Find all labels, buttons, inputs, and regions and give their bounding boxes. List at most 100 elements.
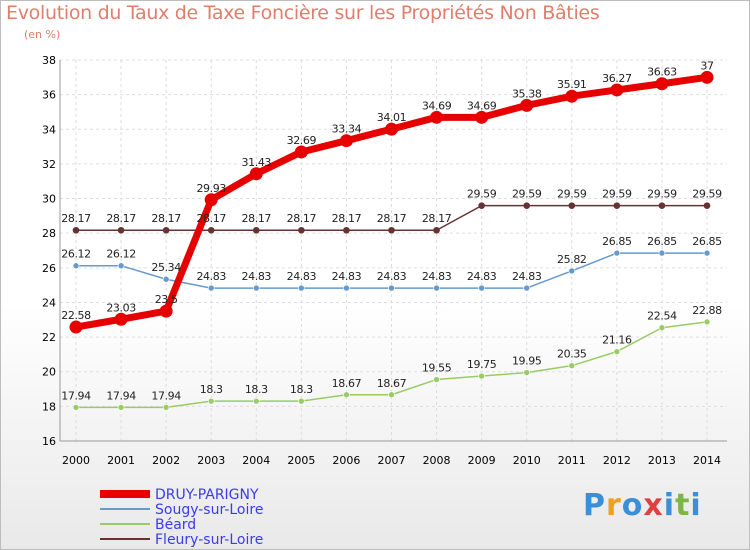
point-series-1 — [388, 284, 395, 292]
point-druy-parigny — [159, 304, 173, 318]
x-tick-label: 2009 — [468, 454, 496, 467]
point-series-2 — [433, 376, 440, 383]
point-series-3 — [658, 202, 666, 209]
point-series-3 — [207, 226, 215, 234]
data-label: 24.83 — [512, 270, 542, 283]
chart-title: Evolution du Taux de Taxe Foncière sur l… — [6, 2, 600, 24]
data-label: 28.17 — [106, 212, 136, 225]
data-label: 29.59 — [602, 188, 632, 201]
legend: DRUY-PARIGNYSougy-sur-LoireBéardFleury-s… — [100, 487, 263, 548]
data-label: 28.17 — [151, 212, 181, 225]
logo-letter: t — [675, 488, 691, 523]
data-label: 24.83 — [377, 270, 407, 283]
logo-letter: i — [690, 488, 702, 523]
data-label: 29.59 — [692, 188, 722, 201]
data-label: 29.59 — [467, 188, 497, 201]
point-series-2 — [658, 324, 666, 332]
data-label: 23.03 — [106, 301, 136, 314]
logo-letter: P — [583, 488, 606, 523]
point-series-1 — [703, 249, 711, 257]
data-label: 25.82 — [557, 253, 587, 266]
data-label: 36.27 — [602, 72, 632, 85]
point-series-3 — [298, 226, 305, 234]
point-druy-parigny — [385, 122, 398, 136]
x-tick-label: 2011 — [558, 454, 586, 467]
point-series-3 — [433, 226, 440, 234]
y-tick-label: 34 — [42, 123, 56, 136]
point-series-2 — [207, 397, 215, 405]
data-label: 19.75 — [467, 358, 497, 371]
point-druy-parigny — [520, 98, 534, 112]
point-series-2 — [343, 391, 350, 399]
y-tick-label: 28 — [42, 227, 56, 240]
point-series-2 — [162, 404, 170, 411]
data-label: 34.69 — [422, 99, 452, 112]
point-druy-parigny — [700, 70, 714, 84]
y-tick-label: 32 — [42, 158, 56, 171]
x-tick-label: 2012 — [603, 454, 631, 467]
y-tick-label: 22 — [42, 331, 56, 344]
point-druy-parigny — [294, 145, 308, 159]
x-tick-label: 2004 — [242, 454, 270, 467]
point-series-1 — [568, 267, 576, 275]
point-druy-parigny — [610, 83, 624, 97]
point-series-2 — [298, 397, 305, 405]
data-label: 18.67 — [332, 377, 362, 390]
data-label: 17.94 — [61, 389, 91, 402]
data-label: 26.85 — [647, 235, 677, 248]
data-label: 24.83 — [287, 270, 317, 283]
point-series-2 — [568, 362, 576, 369]
data-label: 18.67 — [377, 377, 407, 390]
y-tick-label: 16 — [42, 435, 56, 448]
data-label: 19.55 — [422, 362, 452, 375]
data-label: 22.88 — [692, 304, 722, 317]
point-series-1 — [207, 284, 215, 292]
data-label: 34.69 — [467, 99, 497, 112]
point-druy-parigny — [249, 167, 263, 181]
y-tick-label: 20 — [42, 366, 56, 379]
point-series-3 — [343, 226, 350, 234]
data-label: 33.34 — [332, 123, 362, 136]
data-label: 29.59 — [512, 188, 542, 201]
legend-label: Béard — [155, 517, 196, 533]
point-series-2 — [72, 404, 80, 411]
logo-letter: i — [663, 488, 676, 523]
point-druy-parigny — [204, 193, 218, 207]
y-tick-label: 36 — [42, 89, 56, 102]
data-label: 28.17 — [61, 212, 91, 225]
data-label: 23.5 — [155, 293, 178, 306]
data-label: 18.3 — [245, 383, 268, 396]
point-series-1 — [658, 249, 666, 257]
data-label: 32.69 — [287, 134, 317, 147]
data-label: 24.83 — [196, 270, 226, 283]
point-druy-parigny — [475, 110, 489, 124]
data-label: 28.17 — [287, 212, 317, 225]
point-series-1 — [162, 275, 170, 283]
point-druy-parigny — [655, 77, 669, 91]
point-series-1 — [343, 284, 350, 292]
point-series-2 — [252, 397, 260, 405]
data-label: 28.17 — [242, 212, 272, 225]
point-series-3 — [523, 202, 531, 209]
point-series-1 — [298, 284, 305, 292]
data-label: 22.54 — [647, 310, 677, 323]
y-tick-label: 38 — [42, 54, 56, 67]
unit-label: (en %) — [24, 28, 61, 41]
point-druy-parigny — [565, 89, 579, 103]
point-druy-parigny — [430, 110, 444, 124]
y-tick-label: 26 — [42, 262, 56, 275]
data-label: 17.94 — [106, 389, 136, 402]
series-lines — [69, 70, 714, 411]
data-label: 20.35 — [557, 348, 587, 361]
x-tick-label: 2000 — [62, 454, 90, 467]
data-label: 31.43 — [242, 156, 272, 169]
point-series-3 — [162, 226, 170, 234]
data-label: 34.01 — [377, 111, 407, 124]
data-label: 29.59 — [647, 188, 677, 201]
data-label: 28.17 — [422, 212, 452, 225]
data-label: 26.12 — [106, 248, 136, 261]
point-series-3 — [478, 202, 485, 209]
point-series-3 — [252, 226, 260, 234]
point-series-2 — [478, 372, 485, 380]
x-tick-label: 2007 — [378, 454, 406, 467]
